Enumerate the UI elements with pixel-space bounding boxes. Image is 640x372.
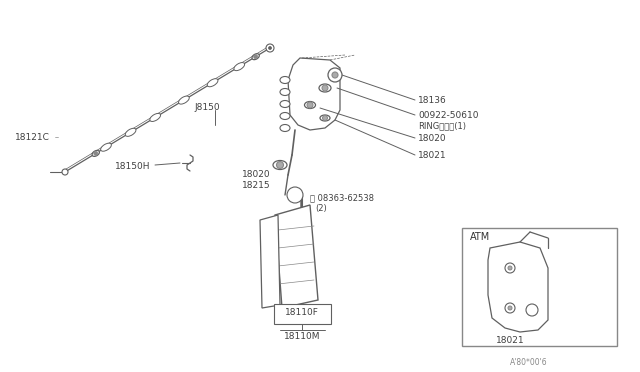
Circle shape [328,68,342,82]
Polygon shape [260,215,280,308]
Circle shape [323,115,328,121]
Polygon shape [288,58,340,130]
Ellipse shape [319,84,331,92]
Ellipse shape [280,112,290,119]
Text: 18215: 18215 [242,181,271,190]
Text: A'80*00'6: A'80*00'6 [510,358,548,367]
Circle shape [287,187,303,203]
Text: 18136: 18136 [418,96,447,105]
Polygon shape [488,242,548,332]
Circle shape [253,55,258,59]
Circle shape [307,102,313,108]
Text: J8150: J8150 [194,103,220,112]
Polygon shape [275,205,318,308]
FancyBboxPatch shape [462,228,617,346]
Text: 18021: 18021 [418,151,447,160]
Circle shape [276,161,284,169]
Text: 18020: 18020 [418,134,447,143]
Text: 00922-50610: 00922-50610 [418,111,479,120]
Text: 18150H: 18150H [115,162,150,171]
Ellipse shape [234,62,244,71]
Ellipse shape [252,54,259,60]
FancyBboxPatch shape [274,304,331,324]
Text: 18110F: 18110F [285,308,319,317]
Text: RINGリング(1): RINGリング(1) [418,121,466,130]
Ellipse shape [320,115,330,121]
Circle shape [288,188,302,202]
Circle shape [505,263,515,273]
Ellipse shape [280,125,290,131]
Ellipse shape [92,150,99,156]
Circle shape [526,304,538,316]
Circle shape [332,72,338,78]
Text: 18021: 18021 [496,336,524,345]
Text: 18020: 18020 [242,170,271,179]
Circle shape [508,266,512,270]
Circle shape [508,306,512,310]
Text: 18121C: 18121C [15,133,50,142]
Circle shape [266,44,274,52]
Ellipse shape [179,96,189,104]
Text: 18110M: 18110M [284,332,320,341]
Circle shape [269,46,271,49]
Ellipse shape [207,79,218,87]
Circle shape [93,151,98,155]
Circle shape [62,169,68,175]
Circle shape [505,303,515,313]
Ellipse shape [280,77,290,83]
Ellipse shape [280,89,290,96]
Ellipse shape [280,100,290,108]
Text: (2): (2) [315,204,327,213]
Ellipse shape [150,113,161,122]
Circle shape [292,192,298,198]
Ellipse shape [100,143,111,151]
Circle shape [322,85,328,91]
Ellipse shape [273,160,287,170]
Text: Ⓢ 08363-62538: Ⓢ 08363-62538 [310,193,374,202]
Ellipse shape [125,128,136,137]
Ellipse shape [305,102,316,109]
Text: ATM: ATM [470,232,490,242]
